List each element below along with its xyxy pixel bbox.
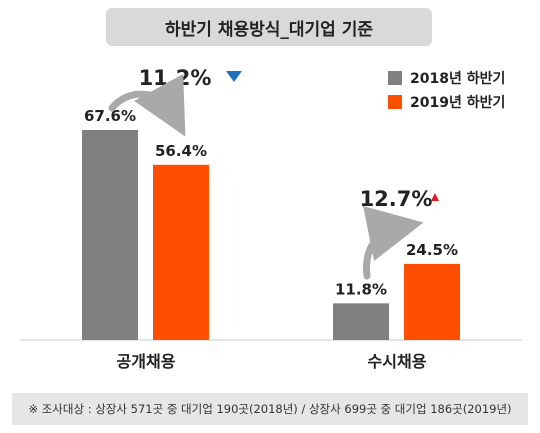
change-arrow-rolling — [363, 206, 424, 280]
legend-label-2018: 2018년 하반기 — [410, 71, 506, 87]
change-label-open: 11.2% — [139, 66, 212, 90]
change-up-icon — [431, 193, 439, 201]
footnote: ※ 조사대상 : 상장사 571곳 중 대기업 190곳(2018년) / 상장… — [12, 393, 528, 425]
chart-title: 하반기 채용방식_대기업 기준 — [106, 8, 432, 46]
change-label-rolling: 12.7% — [360, 187, 433, 211]
bar-2019-open — [153, 164, 209, 340]
legend: 2018년 하반기 2019년 하반기 — [388, 66, 505, 114]
legend-item-2019: 2019년 하반기 — [388, 90, 505, 114]
data-label-2018-open: 67.6% — [84, 107, 136, 125]
change-arrow-open — [108, 73, 186, 137]
bar-2018-open — [82, 130, 138, 340]
legend-swatch-2018 — [388, 71, 402, 85]
legend-label-2019: 2019년 하반기 — [410, 95, 506, 111]
bar-2019-rolling — [404, 263, 460, 340]
change-down-icon — [226, 71, 242, 82]
data-label-2018-rolling: 11.8% — [335, 280, 387, 298]
data-label-2019-open: 56.4% — [155, 142, 207, 160]
legend-item-2018: 2018년 하반기 — [388, 66, 505, 90]
data-label-2019-rolling: 24.5% — [406, 241, 458, 259]
category-label-open: 공개채용 — [117, 352, 176, 371]
category-label-rolling: 수시채용 — [368, 352, 427, 371]
legend-swatch-2019 — [388, 95, 402, 109]
bar-2018-rolling — [333, 303, 389, 340]
